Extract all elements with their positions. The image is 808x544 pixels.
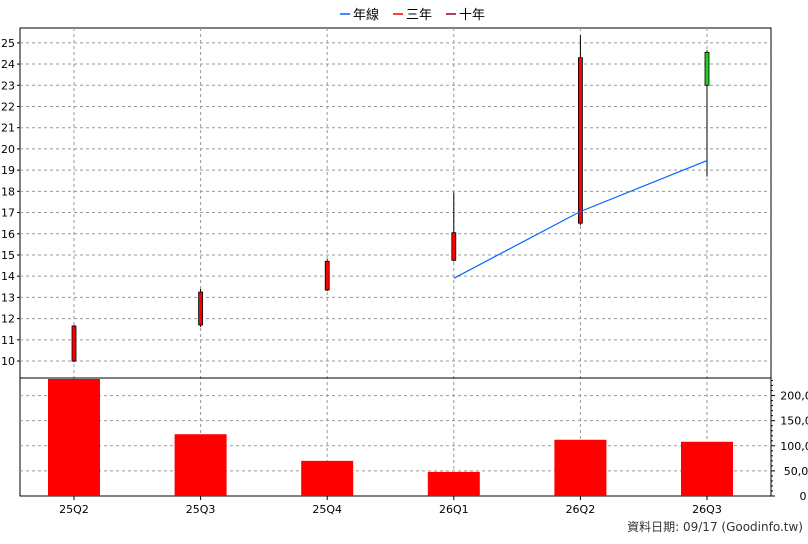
data-date-footer: 資料日期: 09/17 (Goodinfo.tw) [627,520,803,534]
volume-plot-frame [19,377,772,497]
price-tick-label: 11 [1,334,15,347]
annual-line-series [453,160,708,279]
volume-bar-25Q2 [48,379,100,496]
candle-body-26Q2 [578,57,583,224]
volume-tick-label: 50,000 [784,465,808,478]
price-tick-label: 13 [1,291,15,304]
volume-tick-label: 0 [800,490,807,503]
x-tick-label-26Q1: 26Q1 [439,503,469,516]
candle-body-26Q3 [704,51,710,86]
x-tick-label-25Q4: 25Q4 [312,503,342,516]
price-tick-label: 24 [1,58,15,71]
x-axis: 25Q2 25Q3 25Q4 26Q1 26Q2 26Q3 [59,496,722,516]
price-panel: 10 11 12 13 14 15 16 17 18 19 20 21 22 23 24 25 [1,27,772,496]
price-tick-label: 14 [1,270,15,283]
volume-tick-label: 200,000 [780,390,808,403]
price-plot-frame [19,27,772,379]
price-tick-label: 12 [1,313,15,326]
volume-tick-label: 150,000 [780,415,808,428]
candle-body-25Q3 [198,291,204,326]
price-tick-label: 21 [1,122,15,135]
price-tick-label: 18 [1,185,15,198]
price-tick-label: 22 [1,100,15,113]
x-tick-label-26Q3: 26Q3 [692,503,722,516]
volume-bar-26Q3 [681,441,733,496]
legend-label-1: 三年 [406,8,432,23]
price-tick-label: 20 [1,143,15,156]
legend-label-2: 十年 [459,8,485,23]
volume-bar-26Q2 [554,439,607,496]
candle-body-25Q2 [71,325,77,362]
x-tick-label-25Q2: 25Q2 [59,503,89,516]
price-tick-label: 25 [1,37,15,50]
volume-bar-25Q3 [174,434,227,496]
legend-label-0: 年線 [353,7,379,23]
volume-panel: 0 50,000 100,000 150,000 200,000 [19,377,808,503]
volume-tick-label: 100,000 [780,440,808,453]
price-tick-label: 10 [1,355,15,368]
legend: 年線 三年 十年 [340,7,485,23]
x-tick-label-25Q3: 25Q3 [186,503,216,516]
price-tick-label: 23 [1,79,15,92]
x-tick-label-26Q2: 26Q2 [566,503,596,516]
candle-body-25Q4 [324,260,330,291]
price-tick-label: 16 [1,228,15,241]
candle-body-26Q1 [451,232,457,261]
price-tick-label: 17 [1,207,15,220]
volume-bar-26Q1 [427,471,480,496]
price-tick-label: 15 [1,249,15,262]
volume-bar-25Q4 [301,460,354,496]
price-tick-label: 19 [1,164,15,177]
